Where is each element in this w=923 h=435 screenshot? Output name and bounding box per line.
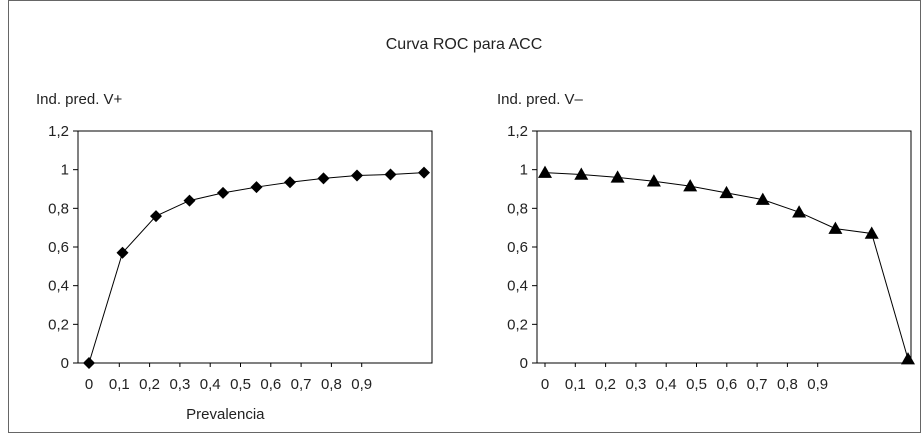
ppv-chart: Ind. pred. V+ 0 0,2 0,4 0,6 0,8 1 1,2 0 0,1 0,2 0,3…	[36, 91, 433, 423]
x-tick-label: 0	[85, 376, 93, 393]
data-point-triangle	[864, 226, 879, 239]
x-tick-label: 0	[541, 376, 549, 393]
series-line	[544, 172, 909, 360]
data-point-diamond	[116, 246, 129, 259]
data-point-triangle	[792, 205, 807, 218]
x-tick-label: 0,8	[777, 376, 798, 393]
data-point-diamond	[83, 357, 95, 369]
x-tick-label: 0,3	[169, 376, 190, 393]
x-tick-label: 0,7	[747, 376, 768, 393]
data-point-triangle	[683, 179, 698, 192]
x-tick-label: 0,9	[351, 376, 372, 393]
y-tick-label: 0,6	[48, 239, 69, 256]
data-point-triangle	[719, 185, 734, 199]
y-tick-label: 1	[520, 162, 528, 179]
x-tick-label: 0,7	[291, 376, 312, 393]
y-tick-label: 1	[61, 162, 69, 179]
x-tick-label: 0,5	[230, 376, 251, 393]
y-axis-label: Ind. pred. V–	[497, 91, 584, 108]
figure-title: Curva ROC para ACC	[386, 36, 543, 53]
data-point-triangle	[538, 165, 552, 178]
x-tick-label: 0,6	[716, 376, 737, 393]
data-point-triangle	[574, 167, 589, 180]
x-tick-label: 0,2	[139, 376, 160, 393]
y-tick-label: 0,4	[507, 278, 528, 295]
data-point-diamond	[250, 181, 263, 194]
x-tick-label: 0,5	[686, 376, 707, 393]
y-tick-label: 0,8	[507, 200, 528, 217]
x-tick-label: 0,1	[565, 376, 586, 393]
npv-chart: Ind. pred. V– 0 0,2 0,4 0,6 0,8 1 1,2 0 0,1 0,2 0,3…	[497, 91, 915, 393]
y-axis-label: Ind. pred. V+	[36, 91, 123, 108]
series-line	[88, 172, 425, 364]
y-tick-label: 0	[520, 355, 528, 372]
roc-figure-svg: Curva ROC para ACC Ind. pred. V+ 0 0,2 0,4 0…	[36, 36, 915, 423]
x-tick-label: 0,2	[595, 376, 616, 393]
x-tick-label: 0,8	[321, 376, 342, 393]
data-point-triangle	[901, 352, 915, 365]
data-point-diamond	[183, 194, 196, 207]
x-tick-label: 0,1	[109, 376, 130, 393]
plot-area	[536, 130, 912, 364]
y-tick-label: 1,2	[48, 123, 69, 140]
x-tick-label: 0,4	[656, 376, 677, 393]
plot-area	[77, 130, 433, 364]
x-tick-label: 0,3	[625, 376, 646, 393]
x-tick-label: 0,4	[200, 376, 221, 393]
y-tick-label: 0,2	[48, 316, 69, 333]
data-point-triangle	[646, 174, 661, 187]
y-tick-label: 1,2	[507, 123, 528, 140]
data-point-diamond	[418, 166, 430, 179]
y-tick-label: 0,6	[507, 239, 528, 256]
data-point-triangle	[755, 192, 770, 205]
y-tick-label: 0,4	[48, 278, 69, 295]
x-tick-label: 0,6	[260, 376, 281, 393]
data-point-diamond	[150, 210, 162, 223]
data-point-diamond	[384, 168, 397, 181]
x-axis-label: Prevalencia	[186, 406, 265, 423]
x-tick-label: 0,9	[807, 376, 828, 393]
y-tick-label: 0,8	[48, 200, 69, 217]
data-point-triangle	[828, 221, 843, 234]
y-tick-label: 0,2	[507, 316, 528, 333]
figure-frame: Curva ROC para ACC Ind. pred. V+ 0 0,2 0,4 0…	[8, 0, 921, 433]
data-point-diamond	[351, 169, 363, 182]
y-tick-label: 0	[61, 355, 69, 372]
data-point-diamond	[317, 172, 330, 185]
data-point-triangle	[610, 170, 625, 183]
data-point-diamond	[284, 176, 296, 189]
data-point-diamond	[217, 186, 229, 199]
